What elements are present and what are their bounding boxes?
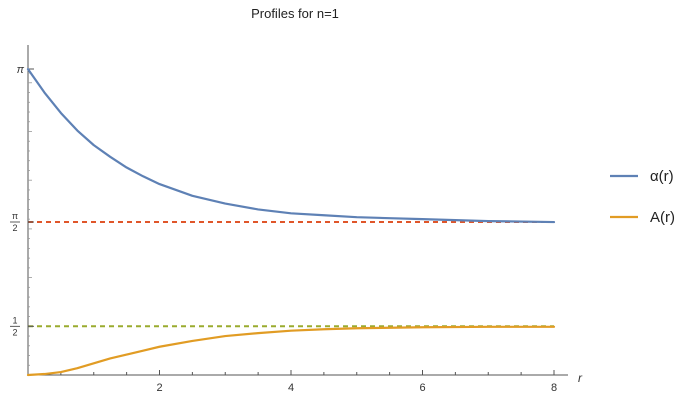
series-line-1 <box>26 325 556 377</box>
y-tick-label-denominator: 2 <box>12 327 17 337</box>
x-tick-label: 6 <box>419 382 425 394</box>
x-tick-label: 4 <box>288 382 294 394</box>
legend: α(r) A(r) <box>610 168 675 226</box>
series-line-0 <box>26 68 556 224</box>
y-tick-label: π <box>17 64 25 76</box>
series-lines <box>26 68 556 377</box>
y-tick-label-denominator: 2 <box>12 223 17 233</box>
axes: 2 4 6 8 π π 2 1 2 <box>10 45 568 394</box>
x-tick-label: 2 <box>156 382 162 394</box>
y-tick-label-numerator: 1 <box>12 315 17 325</box>
y-tick-label-numerator: π <box>12 211 18 221</box>
reference-lines <box>28 221 554 328</box>
legend-label-1: A(r) <box>650 209 675 226</box>
chart-title: Profiles for n=1 <box>251 6 339 21</box>
x-tick-label: 8 <box>551 382 557 394</box>
x-axis-label: r <box>578 371 583 385</box>
legend-label-0: α(r) <box>650 168 674 185</box>
